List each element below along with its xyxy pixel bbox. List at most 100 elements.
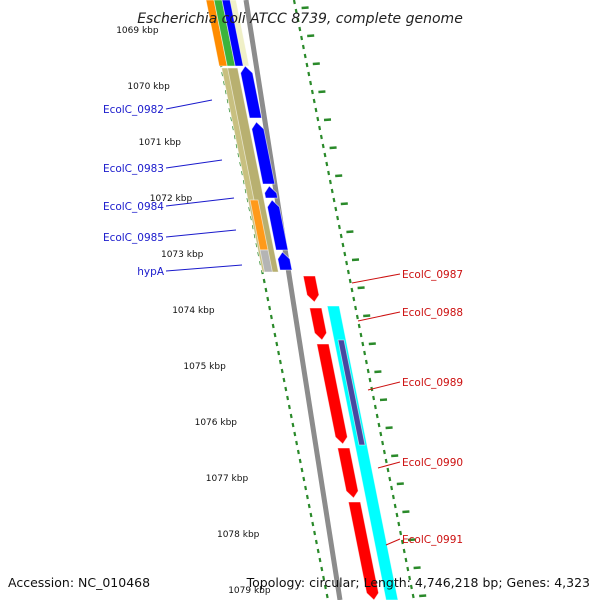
tick-dot: [286, 395, 290, 401]
tick-dot: [268, 305, 272, 311]
tick-label: 1079 kbp: [228, 586, 271, 596]
tick-label: 1071 kbp: [139, 138, 182, 148]
major-tick: [363, 314, 371, 318]
tick-dot: [352, 296, 356, 302]
major-tick: [329, 146, 337, 150]
major-tick: [318, 90, 326, 94]
tick-labels: 1069 kbp 1070 kbp 1071 kbp 1072 kbp 1073 kbp…: [116, 26, 271, 596]
tick-dot: [359, 332, 363, 338]
tick-dot: [280, 368, 284, 374]
tick-dot: [345, 260, 349, 266]
gene-block-EcolC_0991: [347, 501, 380, 600]
gene-block-EcolC_0982: [240, 65, 263, 119]
gene-block-EcolC_0983: [251, 121, 276, 185]
tick-dot: [363, 350, 367, 356]
major-tick: [301, 6, 309, 10]
major-tick: [346, 230, 354, 234]
tick-dot: [404, 557, 408, 563]
tick-dot: [312, 98, 316, 104]
major-tick: [357, 286, 365, 290]
major-tick: [402, 510, 410, 514]
tick-dot: [296, 17, 300, 23]
leader-line: [165, 229, 237, 238]
tick-dot: [314, 107, 318, 113]
tick-dot: [399, 530, 403, 536]
tick-dot: [303, 53, 307, 59]
tick-dot: [377, 422, 381, 428]
tick-dot: [332, 197, 336, 203]
tick-dot: [397, 521, 401, 527]
tick-dot: [325, 593, 329, 599]
gene-label-hypA[interactable]: hypA: [137, 266, 165, 278]
tick-dot: [264, 287, 268, 293]
major-tick: [379, 398, 388, 402]
major-tick: [335, 174, 343, 178]
gene-label-EcolC_0990[interactable]: EcolC_0990: [402, 457, 463, 469]
tick-dot: [318, 557, 322, 563]
tick-dot: [323, 152, 327, 158]
gene-label-EcolC_0985[interactable]: EcolC_0985: [103, 232, 164, 244]
tick-dot: [364, 359, 368, 365]
tick-dot: [379, 431, 383, 437]
tick-dot: [366, 368, 370, 374]
tick-dot: [313, 530, 317, 536]
leader-line: [165, 264, 243, 272]
tick-dot: [327, 170, 331, 176]
blue-feature: [221, 0, 244, 67]
tick-dot: [307, 71, 311, 77]
tick-dot: [325, 161, 329, 167]
leader-line: [377, 461, 401, 469]
genome-title: Escherichia coli ATCC 8739, complete gen…: [137, 11, 463, 27]
tick-dot: [402, 548, 406, 554]
major-tick: [391, 454, 399, 458]
gene-label-EcolC_0982[interactable]: EcolC_0982: [103, 104, 164, 116]
tick-dot: [304, 485, 308, 491]
tick-label: 1074 kbp: [172, 306, 215, 316]
gene-labels: EcolC_0982 EcolC_0983 EcolC_0984 EcolC_0985…: [103, 99, 463, 546]
major-tick: [407, 538, 416, 542]
tick-dot: [406, 566, 410, 572]
leader-line: [357, 311, 401, 322]
tick-label: 1078 kbp: [217, 530, 260, 540]
tick-dot: [323, 584, 327, 590]
tick-label: 1076 kbp: [195, 418, 238, 428]
tick-dot: [278, 359, 282, 365]
tick-dot: [318, 125, 322, 131]
tick-dot: [384, 458, 388, 464]
tick-dot: [320, 566, 324, 572]
gene-label-EcolC_0984[interactable]: EcolC_0984: [103, 201, 164, 213]
tick-label: 1073 kbp: [161, 250, 204, 260]
gene-block-EcolC_0985: [266, 199, 289, 251]
gene-label-EcolC_0983[interactable]: EcolC_0983: [103, 163, 164, 175]
tick-dot: [282, 377, 286, 383]
tick-dot: [300, 35, 304, 41]
gene-label-EcolC_0987[interactable]: EcolC_0987: [402, 269, 463, 281]
tick-dot: [273, 332, 277, 338]
tick-dot: [354, 305, 358, 311]
tick-dot: [393, 503, 397, 509]
tick-dot: [316, 116, 320, 122]
gene-block-EcolC_0988: [309, 307, 328, 341]
tick-dot: [361, 341, 365, 347]
feature-track: [205, 0, 399, 600]
tick-dot: [292, 0, 296, 5]
gene-label-EcolC_0991[interactable]: EcolC_0991: [402, 534, 463, 546]
major-tick: [340, 202, 348, 206]
major-tick: [419, 594, 427, 598]
tick-dot: [291, 422, 295, 428]
tick-dot: [355, 314, 359, 320]
tick-dot: [400, 539, 404, 545]
tick-dot: [382, 449, 386, 455]
tick-dot: [309, 80, 313, 86]
tick-dot: [409, 584, 413, 590]
tick-dot: [411, 593, 415, 599]
tick-dot: [390, 485, 394, 491]
tick-dot: [339, 233, 343, 239]
gene-label-EcolC_0989[interactable]: EcolC_0989: [402, 377, 463, 389]
tick-dot: [269, 314, 273, 320]
backbone-line: [243, 0, 343, 600]
gene-label-EcolC_0988[interactable]: EcolC_0988: [402, 307, 463, 319]
grey-feature: [259, 249, 273, 273]
tick-dot: [328, 179, 332, 185]
